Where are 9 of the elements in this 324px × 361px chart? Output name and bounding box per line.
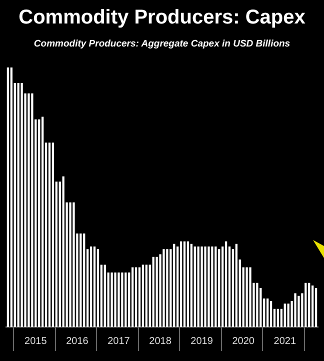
- x-tick-label: 2020: [232, 336, 255, 347]
- x-tick-label: 2015: [24, 336, 48, 347]
- chart-title: Commodity Producers: Capex: [18, 6, 306, 29]
- chart-subtitle: Commodity Producers: Aggregate Capex in USD Billions: [34, 38, 290, 50]
- x-tick-label: 2018: [149, 336, 172, 347]
- x-tick-label: 2019: [190, 336, 214, 347]
- x-tick-label: 2017: [108, 336, 130, 347]
- x-tick-label: 2016: [66, 336, 89, 347]
- x-tick-label: 2021: [274, 336, 296, 347]
